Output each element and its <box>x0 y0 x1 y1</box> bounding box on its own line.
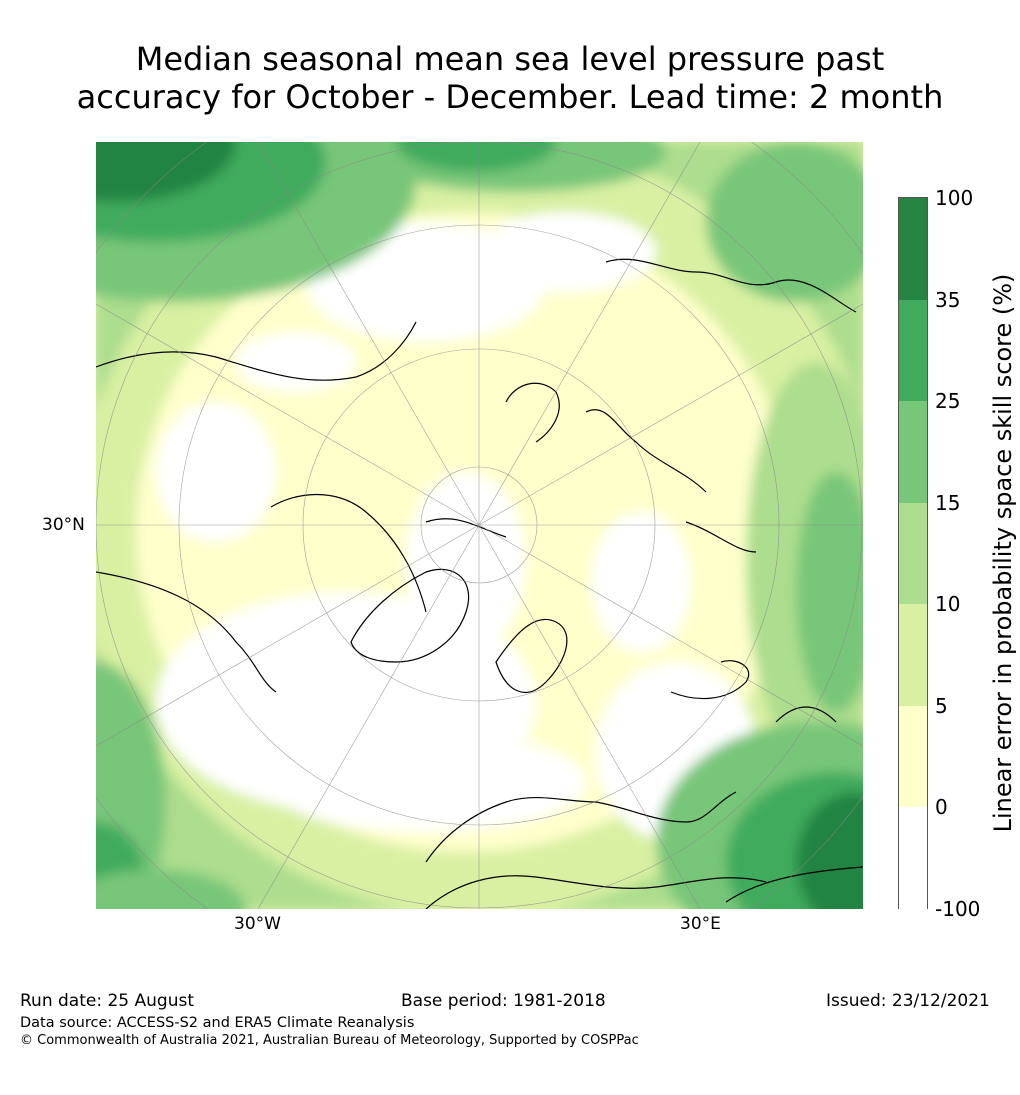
colorbar-tick-10: 10 <box>935 592 961 616</box>
colorbar-tick-35: 35 <box>935 288 961 312</box>
lon-label-30w: 30°W <box>234 914 281 934</box>
lon-label-30e: 30°E <box>680 914 721 934</box>
title-line-1: Median seasonal mean sea level pressure … <box>135 40 885 78</box>
polar-map <box>96 142 863 909</box>
colorbar-label: Linear error in probability space skill … <box>989 273 1017 833</box>
colorbar-segment-10-15 <box>899 503 927 604</box>
issued-date: Issued: 23/12/2021 <box>826 991 990 1011</box>
colorbar-segment-15-25 <box>899 401 927 503</box>
colorbar-tick-15: 15 <box>935 491 961 515</box>
chart-title: Median seasonal mean sea level pressure … <box>0 40 1020 116</box>
colorbar-segment-35-100 <box>899 198 927 300</box>
lat-label-30n: 30°N <box>42 515 85 535</box>
data-source: Data source: ACCESS-S2 and ERA5 Climate … <box>20 1015 415 1031</box>
colorbar-segment-0-5 <box>899 706 927 807</box>
title-line-2: accuracy for October - December. Lead ti… <box>76 78 944 116</box>
colorbar-segment-neg100-0 <box>899 807 927 910</box>
colorbar-tick-25: 25 <box>935 389 961 413</box>
colorbar-tick-100: 100 <box>935 186 974 210</box>
skill-score-map <box>96 142 863 909</box>
colorbar-segment-25-35 <box>899 300 927 401</box>
colorbar-segment-5-10 <box>899 604 927 706</box>
colorbar <box>898 197 928 910</box>
base-period: Base period: 1981-2018 <box>401 991 606 1011</box>
colorbar-tick-0: 0 <box>935 795 948 819</box>
colorbar-tick-neg100: -100 <box>935 897 981 921</box>
colorbar-tick-5: 5 <box>935 694 948 718</box>
run-date: Run date: 25 August <box>20 991 194 1011</box>
copyright: © Commonwealth of Australia 2021, Austra… <box>20 1033 639 1048</box>
